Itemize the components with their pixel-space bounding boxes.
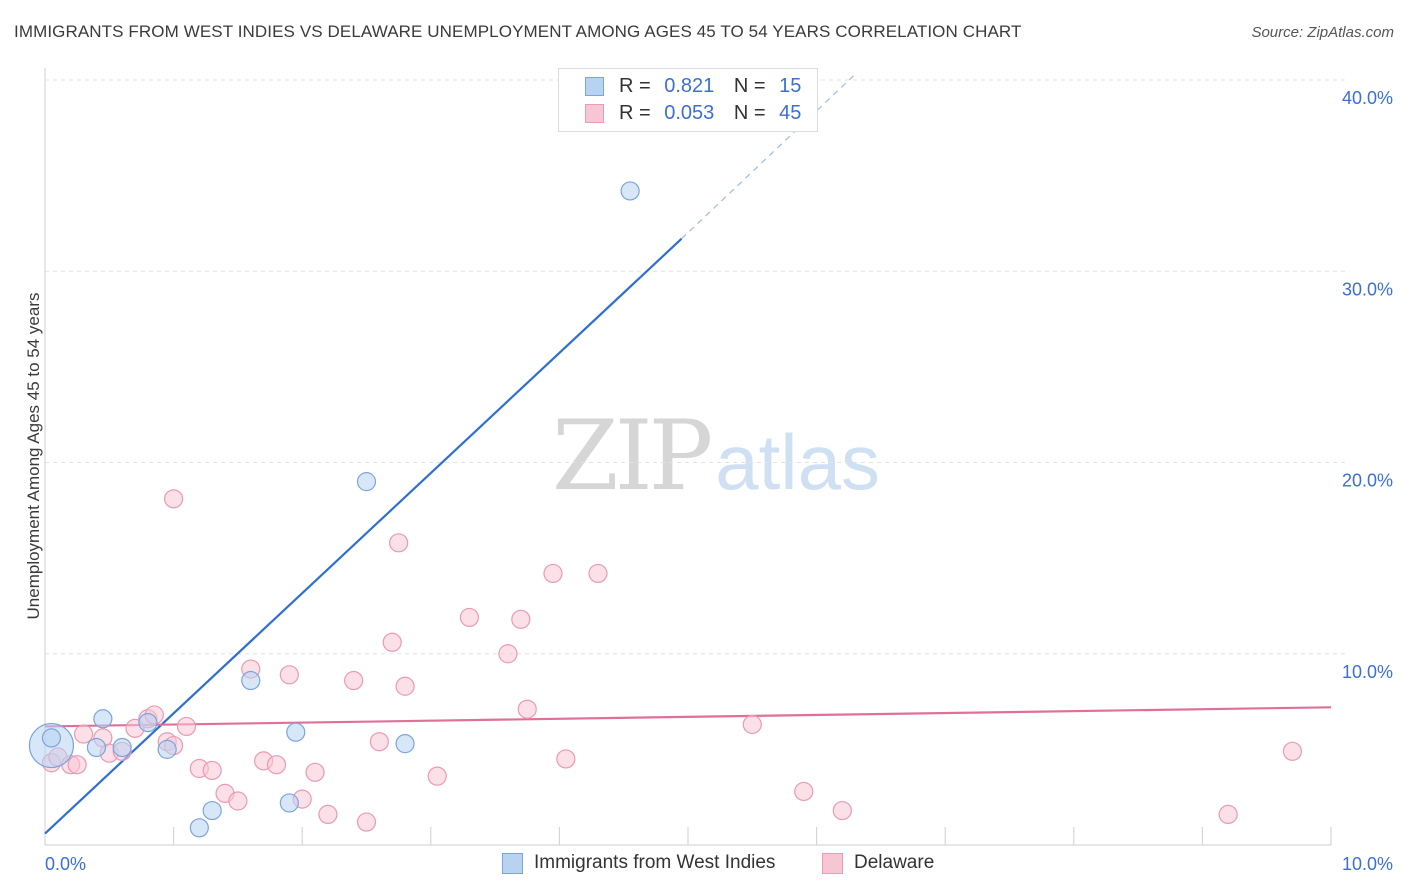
legend-text-west-indies: R = 0.821 N = 15 — [619, 75, 801, 98]
tick-label-layer: 10.0% 20.0% 30.0% 40.0% 0.0% 10.0% — [45, 88, 1393, 874]
pink-data-point — [742, 714, 762, 735]
pink-data-point — [67, 755, 87, 775]
chart-title: IMMIGRANTS FROM WEST INDIES VS DELAWARE … — [14, 22, 1022, 41]
x-tick-label: 0.0% — [45, 854, 86, 874]
legend-r-value: 0.053 — [664, 102, 715, 124]
pink-data-point — [318, 804, 338, 825]
pink-data-point — [369, 732, 389, 752]
points-layer — [28, 181, 1303, 838]
blue-data-point — [286, 722, 306, 742]
pink-data-point — [279, 665, 299, 685]
legend-swatch-pink — [585, 104, 604, 123]
x-tick-label: 10.0% — [1342, 854, 1393, 874]
legend-swatch-pink — [822, 853, 843, 874]
pink-data-point — [427, 766, 447, 786]
blue-data-point — [241, 670, 261, 691]
pink-data-point — [556, 749, 576, 769]
watermark-zip: ZIP — [552, 400, 713, 512]
blue-data-point — [112, 737, 132, 758]
blue-data-point — [189, 818, 209, 838]
pink-data-point — [459, 607, 479, 628]
blue-data-point — [620, 181, 640, 201]
pink-data-point — [1218, 804, 1238, 825]
legend-swatch-blue — [502, 853, 523, 874]
pink-data-point — [1282, 741, 1303, 761]
correlation-legend: R = 0.821 N = 15 R = 0.053 N = 45 — [558, 68, 818, 132]
blue-data-point — [41, 728, 62, 748]
pink-data-point — [543, 563, 563, 584]
pink-data-point — [228, 791, 248, 811]
pink-trendline — [44, 706, 1332, 728]
blue-data-point — [86, 737, 107, 758]
blue-data-point — [93, 709, 113, 729]
pink-data-point — [73, 724, 94, 744]
blue-data-point — [395, 734, 415, 754]
blue-data-point — [202, 800, 222, 821]
y-tick-label: 20.0% — [1342, 471, 1393, 491]
blue-data-point — [356, 472, 377, 492]
pink-data-point — [382, 632, 402, 652]
y-tick-label: 40.0% — [1342, 88, 1393, 108]
blue-data-point — [279, 793, 299, 813]
pink-data-point — [305, 762, 325, 782]
legend-n-value: 45 — [779, 102, 802, 124]
pink-data-point — [356, 812, 377, 832]
pink-data-point — [202, 760, 222, 781]
grid-layer — [45, 79, 1349, 655]
watermark: ZIPatlas — [552, 400, 880, 512]
pink-data-point — [164, 489, 184, 509]
pink-data-point — [832, 800, 852, 821]
legend-r-label: R = — [619, 102, 651, 124]
pink-data-point — [395, 676, 415, 696]
legend-label-delaware: Delaware — [854, 852, 935, 873]
trend-layer — [44, 73, 1332, 835]
pink-data-point — [511, 609, 531, 629]
pink-data-point — [176, 716, 197, 737]
y-tick-label: 10.0% — [1342, 662, 1393, 682]
legend-n-label: N = — [733, 102, 766, 124]
pink-data-point — [794, 781, 814, 802]
pink-data-point — [344, 670, 364, 691]
pink-data-point — [517, 699, 537, 719]
y-tick-label: 30.0% — [1342, 279, 1393, 299]
pink-data-point — [389, 533, 409, 553]
pink-data-point — [266, 755, 287, 775]
blue-data-point — [157, 739, 177, 759]
pink-data-point — [498, 644, 518, 664]
pink-data-point — [588, 563, 608, 584]
blue-trendline — [44, 237, 683, 835]
source-label: Source: ZipAtlas.com — [1251, 24, 1394, 41]
blue-trendline-extension — [681, 73, 856, 240]
legend-text-delaware: R = 0.053 N = 45 — [619, 102, 801, 125]
legend-r-value: 0.821 — [664, 75, 715, 97]
legend-swatch-blue — [585, 77, 604, 96]
axis-layer — [44, 68, 1332, 846]
legend-label-west-indies: Immigrants from West Indies — [534, 852, 776, 873]
legend-r-label: R = — [619, 75, 651, 97]
legend-n-value: 15 — [779, 75, 802, 97]
legend-n-label: N = — [733, 75, 766, 97]
blue-data-point — [138, 712, 158, 733]
